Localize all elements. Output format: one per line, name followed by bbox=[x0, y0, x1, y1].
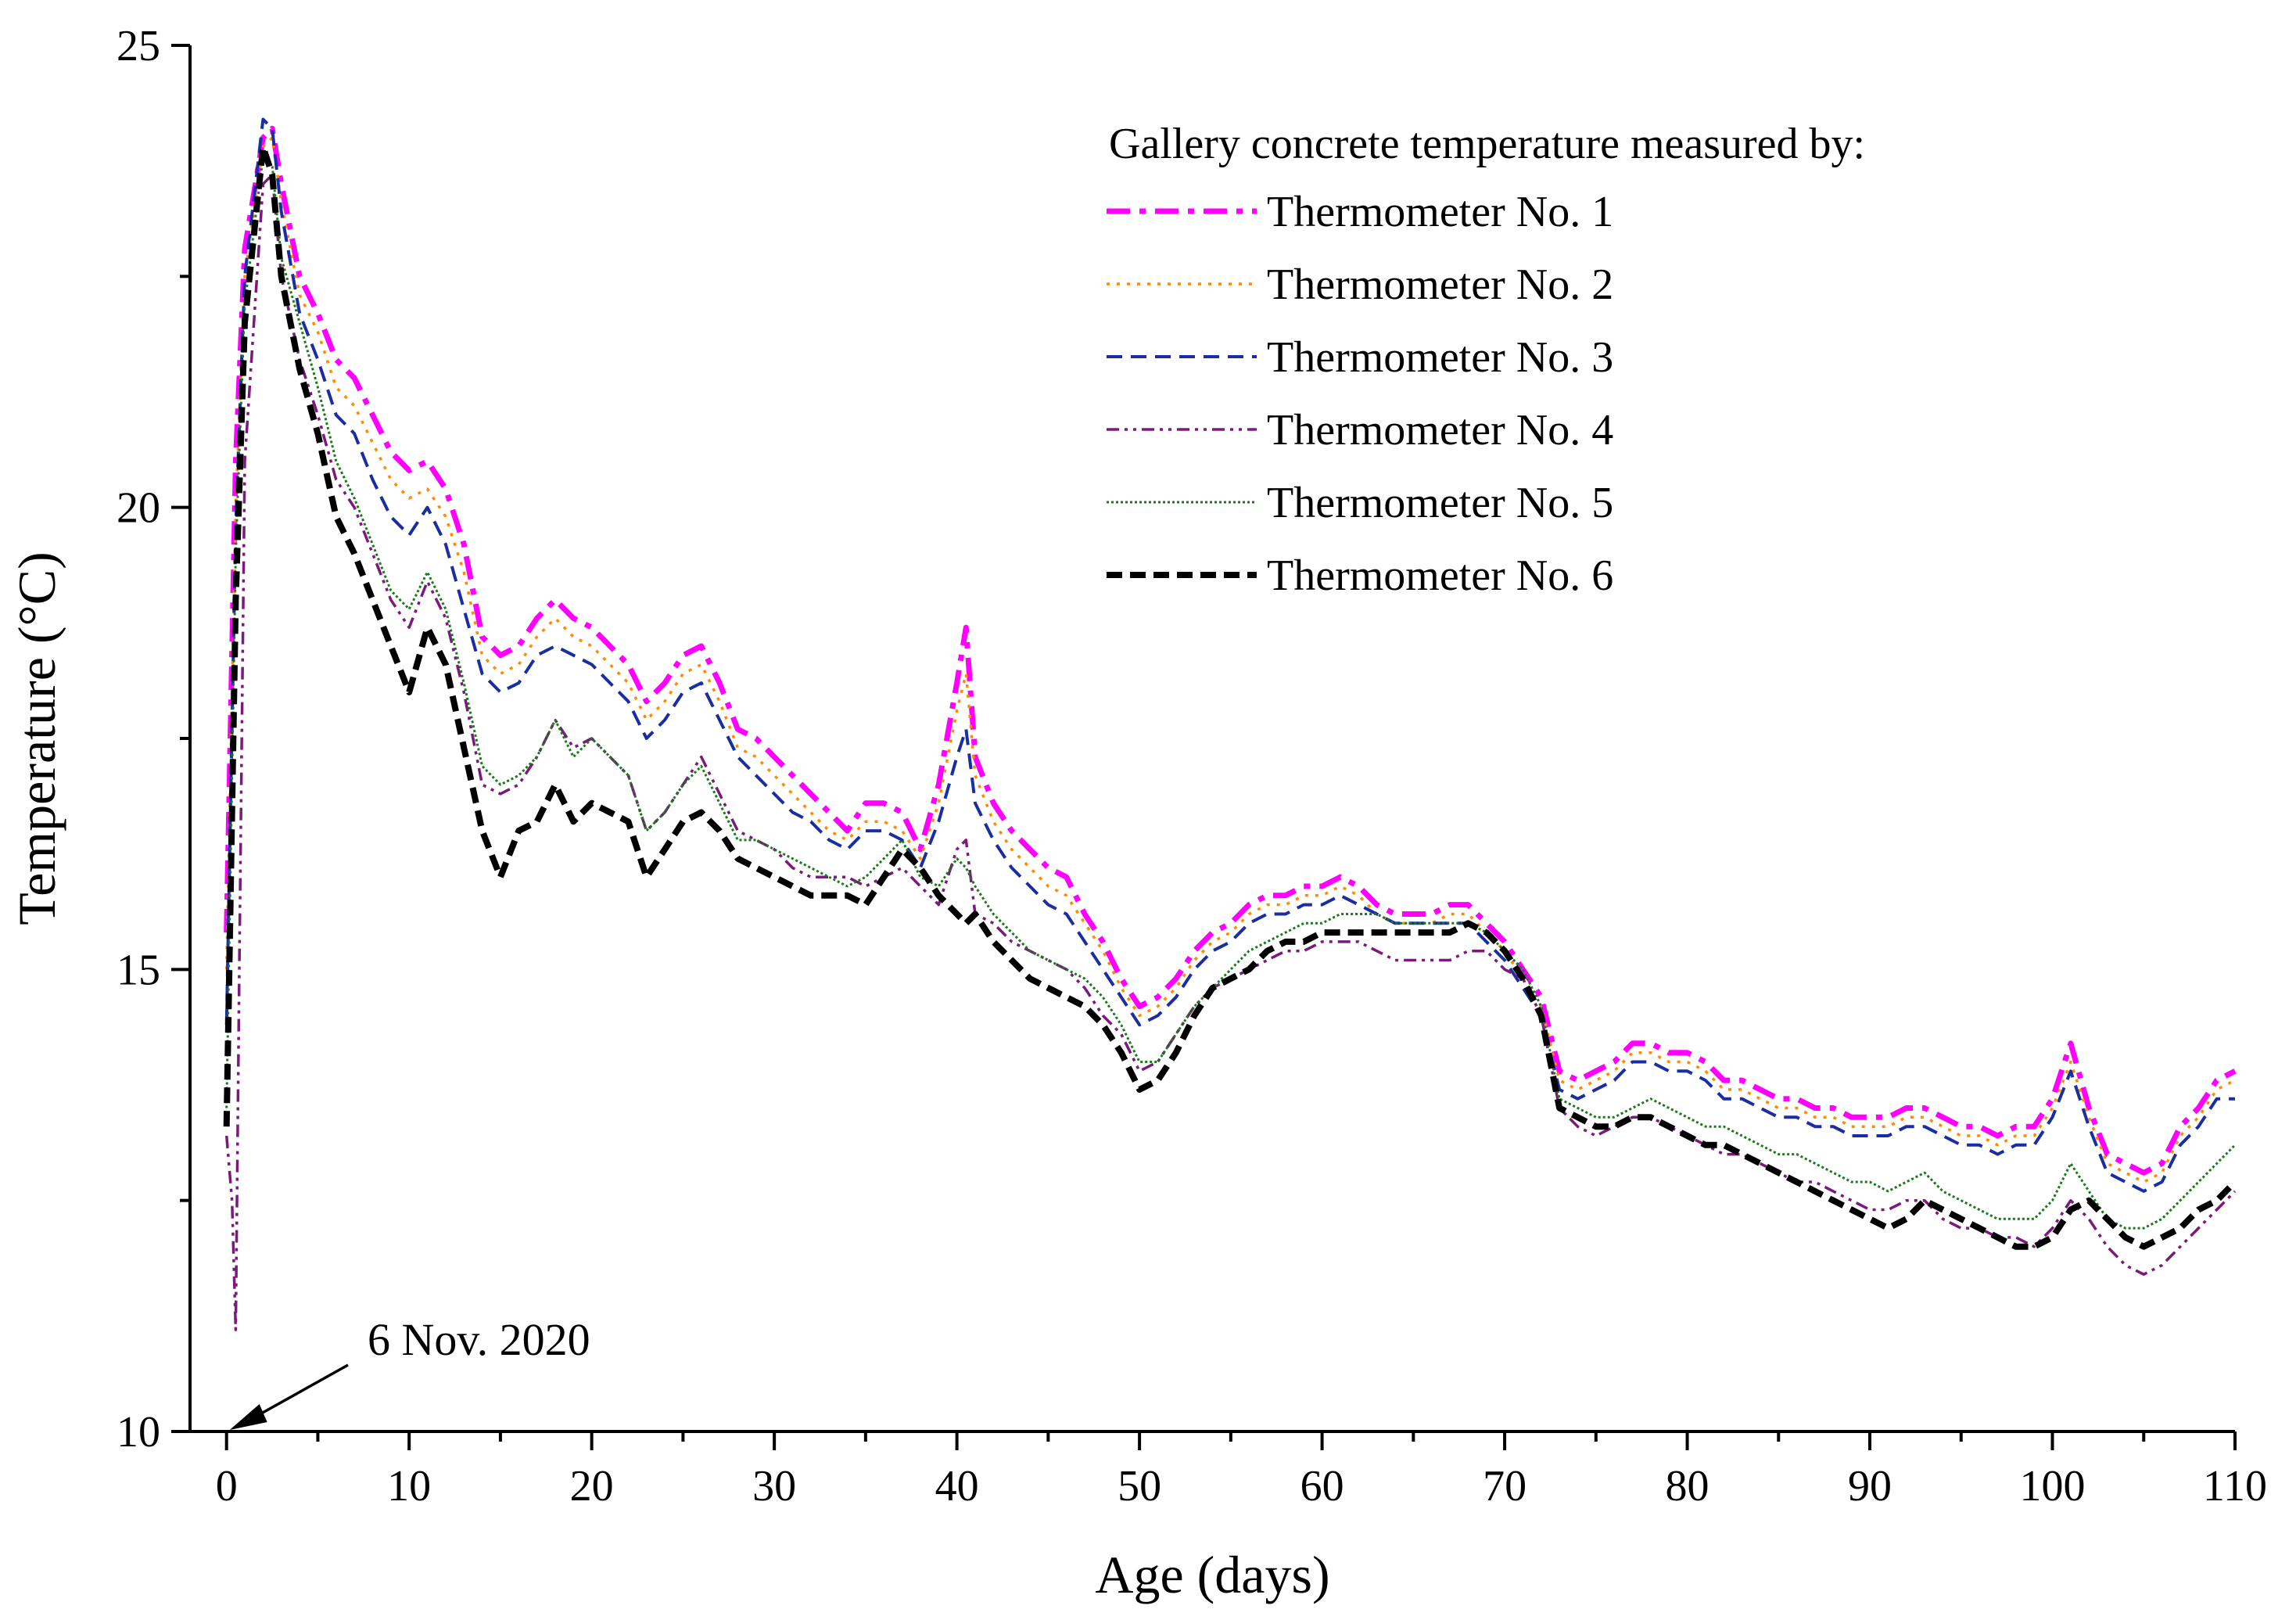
annotation-label: 6 Nov. 2020 bbox=[368, 1314, 590, 1365]
x-tick-label: 70 bbox=[1483, 1462, 1526, 1510]
annotation-arrow-shaft bbox=[249, 1363, 349, 1421]
legend-label-thermometer-3: Thermometer No. 3 bbox=[1267, 333, 1613, 382]
y-tick-label: 10 bbox=[117, 1408, 160, 1457]
x-tick-label: 110 bbox=[2203, 1462, 2267, 1510]
series-layer bbox=[223, 117, 2237, 1331]
series-line-thermometer-3 bbox=[224, 117, 2235, 1193]
legend-label-thermometer-6: Thermometer No. 6 bbox=[1267, 551, 1613, 600]
series-line-thermometer-4 bbox=[224, 173, 2237, 1331]
legend-label-thermometer-5: Thermometer No. 5 bbox=[1267, 479, 1613, 527]
series-line-thermometer-2 bbox=[224, 136, 2236, 1184]
x-tick-label: 90 bbox=[1848, 1462, 1892, 1510]
x-tick-label: 100 bbox=[2020, 1462, 2086, 1510]
start-date-annotation: 6 Nov. 2020 bbox=[229, 1314, 590, 1430]
x-tick-label: 80 bbox=[1666, 1462, 1709, 1510]
x-tick-label: 20 bbox=[570, 1462, 614, 1510]
legend: Gallery concrete temperature measured by… bbox=[1107, 120, 1865, 600]
x-tick-label: 10 bbox=[387, 1462, 431, 1510]
x-tick-label: 60 bbox=[1300, 1462, 1344, 1510]
x-tick-label: 50 bbox=[1118, 1462, 1161, 1510]
axes-layer: 0 10 20 30 40 50 60 70 80 90 100 110 10 15 20 25 Age (da… bbox=[7, 22, 2267, 1604]
x-tick-label: 0 bbox=[216, 1462, 238, 1510]
legend-label-thermometer-2: Thermometer No. 2 bbox=[1267, 260, 1613, 309]
series-line-thermometer-1 bbox=[224, 125, 2237, 1176]
annotation-arrow-head bbox=[229, 1404, 267, 1430]
y-tick-label: 20 bbox=[117, 484, 160, 533]
legend-label-thermometer-1: Thermometer No. 1 bbox=[1267, 188, 1613, 236]
y-tick-label: 25 bbox=[117, 22, 160, 70]
y-axis-title: Temperature (°C) bbox=[7, 551, 66, 925]
series-line-thermometer-6 bbox=[223, 143, 2237, 1250]
x-tick-label: 40 bbox=[935, 1462, 979, 1510]
y-tick-label: 15 bbox=[117, 946, 160, 994]
legend-label-thermometer-4: Thermometer No. 4 bbox=[1267, 406, 1613, 454]
x-tick-label: 30 bbox=[752, 1462, 796, 1510]
legend-title: Gallery concrete temperature measured by… bbox=[1109, 120, 1865, 168]
series-line-thermometer-5 bbox=[225, 155, 2237, 1230]
x-axis-title: Age (days) bbox=[1095, 1545, 1329, 1604]
